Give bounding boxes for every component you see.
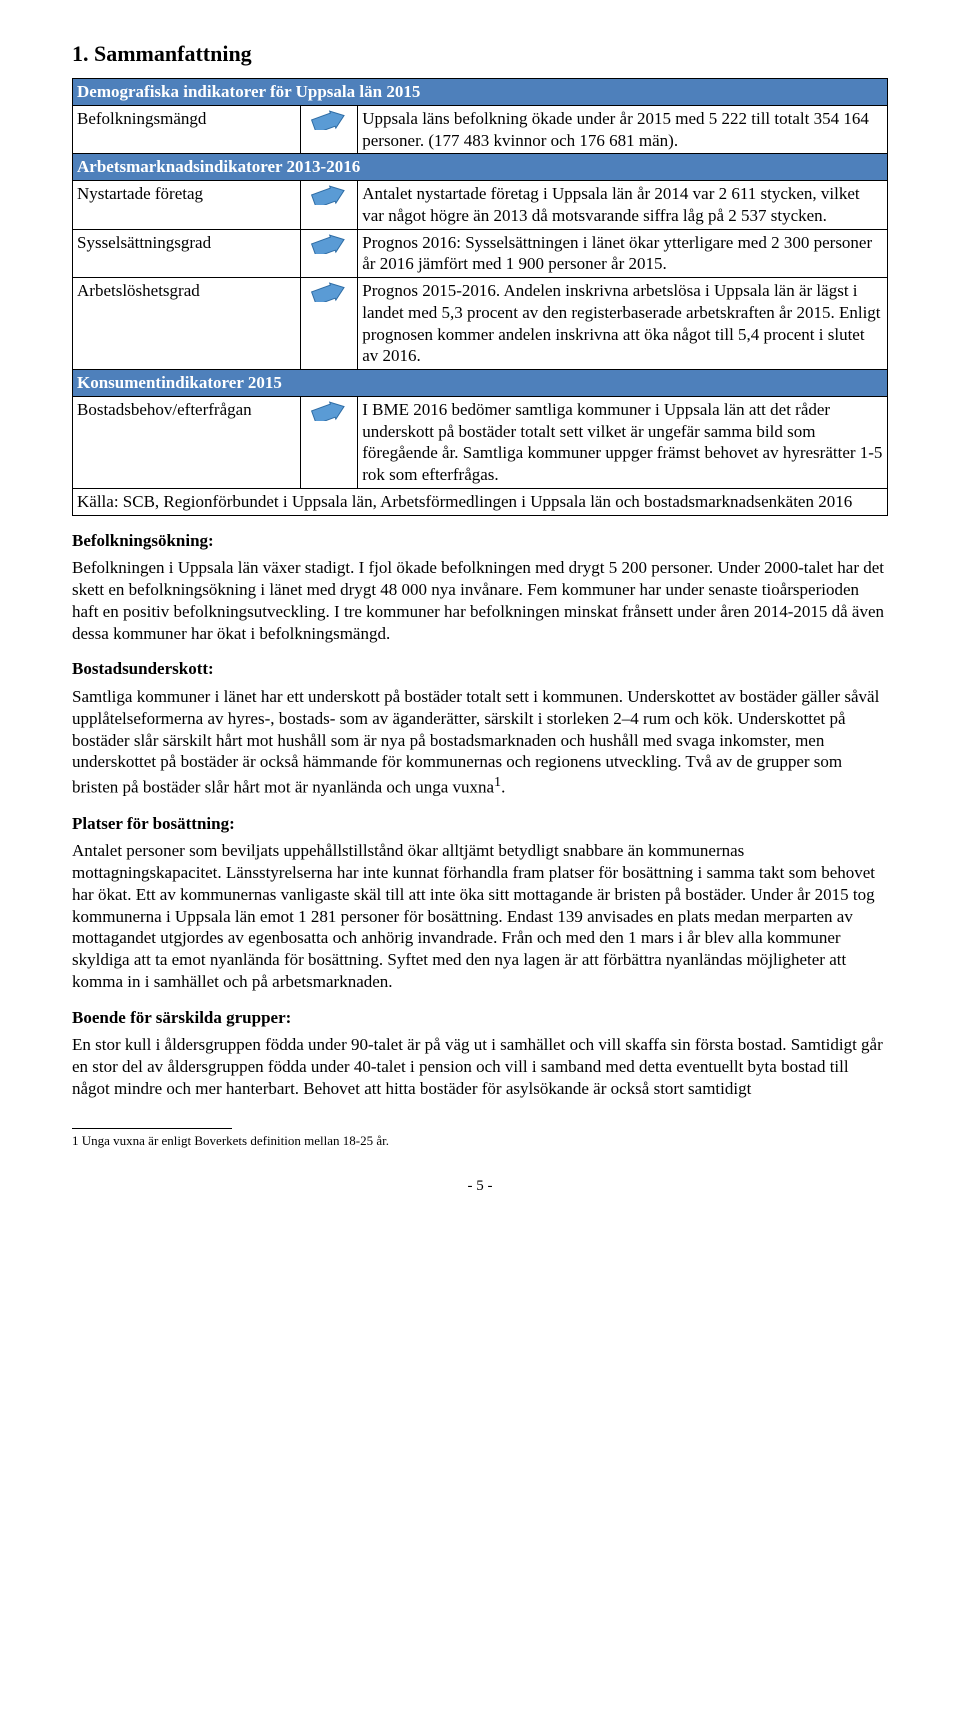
table-row: Nystartade företag Antalet nystartade fö… [73, 181, 888, 230]
row-desc: Prognos 2015-2016. Andelen inskrivna arb… [358, 278, 888, 370]
footnote-text: 1 Unga vuxna är enligt Boverkets definit… [72, 1133, 888, 1150]
section-heading: Bostadsunderskott: [72, 658, 888, 680]
page-number: - 5 - [72, 1177, 888, 1196]
trend-arrow-icon [301, 181, 358, 230]
row-label: Befolkningsmängd [73, 105, 301, 154]
table-source-row: Källa: SCB, Regionförbundet i Uppsala lä… [73, 488, 888, 515]
section-heading: Boende för särskilda grupper: [72, 1007, 888, 1029]
trend-arrow-icon [301, 105, 358, 154]
row-desc: I BME 2016 bedömer samtliga kommuner i U… [358, 396, 888, 488]
table-row: Arbetslöshetsgrad Prognos 2015-2016. And… [73, 278, 888, 370]
body-text: Befolkningen i Uppsala län växer stadigt… [72, 557, 888, 644]
row-label: Bostadsbehov/efterfrågan [73, 396, 301, 488]
body-text: Samtliga kommuner i länet har ett unders… [72, 686, 888, 798]
page-title: 1. Sammanfattning [72, 40, 888, 68]
trend-arrow-icon [301, 229, 358, 278]
row-label: Sysselsättningsgrad [73, 229, 301, 278]
table-row: Befolkningsmängd Uppsala läns befolkning… [73, 105, 888, 154]
row-desc: Uppsala läns befolkning ökade under år 2… [358, 105, 888, 154]
section-heading: Befolkningsökning: [72, 530, 888, 552]
section-heading: Platser för bosättning: [72, 813, 888, 835]
table-header-demographics: Demografiska indikatorer för Uppsala län… [73, 79, 888, 106]
footnote-divider [72, 1128, 232, 1129]
body-text: En stor kull i åldersgruppen födda under… [72, 1034, 888, 1099]
trend-arrow-icon [301, 396, 358, 488]
indicator-table: Demografiska indikatorer för Uppsala län… [72, 78, 888, 516]
table-row: Sysselsättningsgrad Prognos 2016: Syssel… [73, 229, 888, 278]
table-row: Bostadsbehov/efterfrågan I BME 2016 bedö… [73, 396, 888, 488]
row-desc: Antalet nystartade företag i Uppsala län… [358, 181, 888, 230]
trend-arrow-icon [301, 278, 358, 370]
table-source: Källa: SCB, Regionförbundet i Uppsala lä… [73, 488, 888, 515]
table-header-consumer: Konsumentindikatorer 2015 [73, 370, 888, 397]
body-text: Antalet personer som beviljats uppehålls… [72, 840, 888, 992]
row-desc: Prognos 2016: Sysselsättningen i länet ö… [358, 229, 888, 278]
row-label: Nystartade företag [73, 181, 301, 230]
table-header-labor: Arbetsmarknadsindikatorer 2013-2016 [73, 154, 888, 181]
row-label: Arbetslöshetsgrad [73, 278, 301, 370]
